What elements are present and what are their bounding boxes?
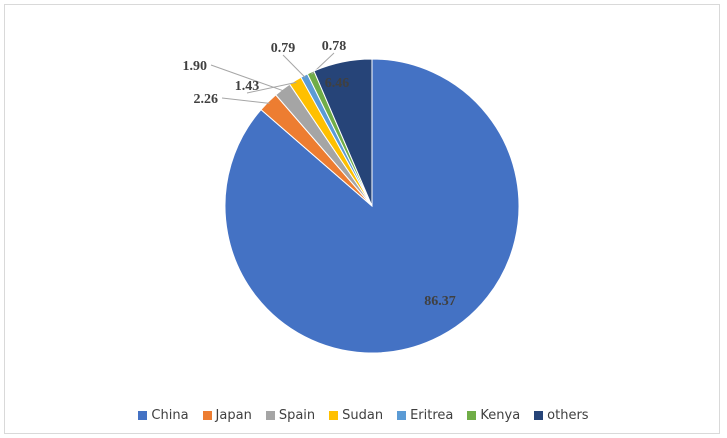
legend-item-kenya: Kenya [467, 408, 520, 423]
pie-slice-others [313, 58, 373, 207]
leader-line-spain [210, 64, 284, 92]
legend-swatch [138, 410, 148, 420]
legend-item-japan: Japan [202, 407, 252, 423]
leader-line-japan [221, 97, 270, 104]
legend-swatch [202, 410, 212, 420]
legend-label: others [547, 407, 589, 423]
data-label-china: 86.37 [424, 294, 456, 309]
legend-swatch [265, 410, 275, 420]
data-label-japan: 2.26 [194, 92, 219, 107]
data-label-spain: 1.90 [183, 59, 208, 74]
legend: China Japan Spain Sudan Eritrea Kenya others [0, 405, 727, 425]
legend-label: Spain [278, 407, 316, 423]
legend-swatch [329, 410, 339, 420]
legend-item-others: others [534, 407, 589, 423]
leader-line-sudan [246, 81, 297, 94]
legend-item-sudan: Sudan [329, 408, 383, 423]
legend-item-china: China [138, 407, 189, 423]
legend-label: Sudan [342, 407, 384, 423]
data-label-sudan: 1.43 [235, 79, 260, 94]
legend-label: Japan [215, 407, 252, 423]
legend-swatch [397, 410, 407, 420]
data-label-others: 6.46 [325, 76, 350, 91]
leader-line-eritrea [282, 54, 306, 78]
data-label-kenya: 0.78 [322, 39, 347, 54]
data-label-eritrea: 0.79 [271, 41, 296, 56]
legend-label: China [151, 407, 189, 423]
legend-swatch [467, 410, 477, 420]
legend-label: Eritrea [410, 407, 454, 423]
legend-label: Kenya [480, 407, 521, 423]
legend-item-spain: Spain [265, 407, 316, 423]
legend-item-eritrea: Eritrea [397, 408, 453, 423]
legend-swatch [534, 410, 544, 420]
